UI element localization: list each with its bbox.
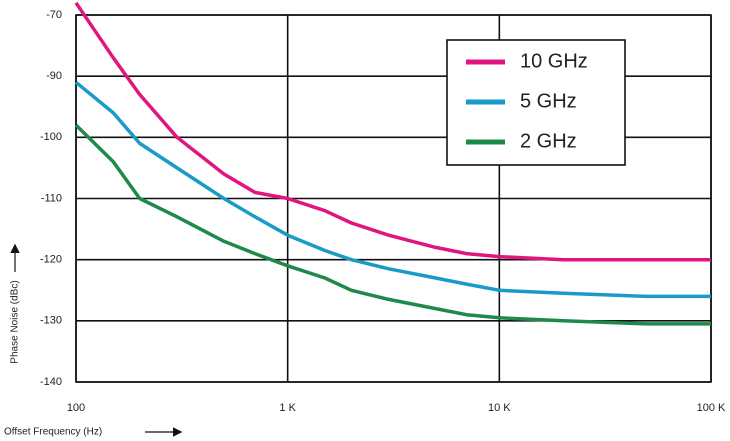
y-tick-label: -70: [46, 9, 62, 21]
legend-label: 10 GHz: [520, 50, 588, 72]
y-tick-label: -100: [40, 131, 62, 143]
legend-label: 2 GHz: [520, 130, 577, 152]
x-axis-title: Offset Frequency (Hz): [4, 427, 102, 438]
y-tick-label: -110: [41, 192, 62, 204]
plot-area: [74, 1, 712, 383]
series-line: [74, 1, 711, 262]
x-tick-label: 10 K: [488, 402, 511, 414]
y-axis-title: Phase Noise (dBc): [10, 280, 21, 363]
y-tick-label: -130: [40, 315, 62, 327]
x-tick-label: 100 K: [697, 402, 726, 414]
y-tick-label: -140: [40, 376, 62, 388]
legend-label: 5 GHz: [520, 90, 577, 112]
series-line: [74, 123, 711, 326]
y-tick-label: -120: [40, 254, 62, 266]
x-tick-label: 100: [67, 402, 85, 414]
y-tick-label: -90: [46, 70, 62, 82]
x-tick-label: 1 K: [279, 402, 296, 414]
series-line: [74, 80, 711, 299]
